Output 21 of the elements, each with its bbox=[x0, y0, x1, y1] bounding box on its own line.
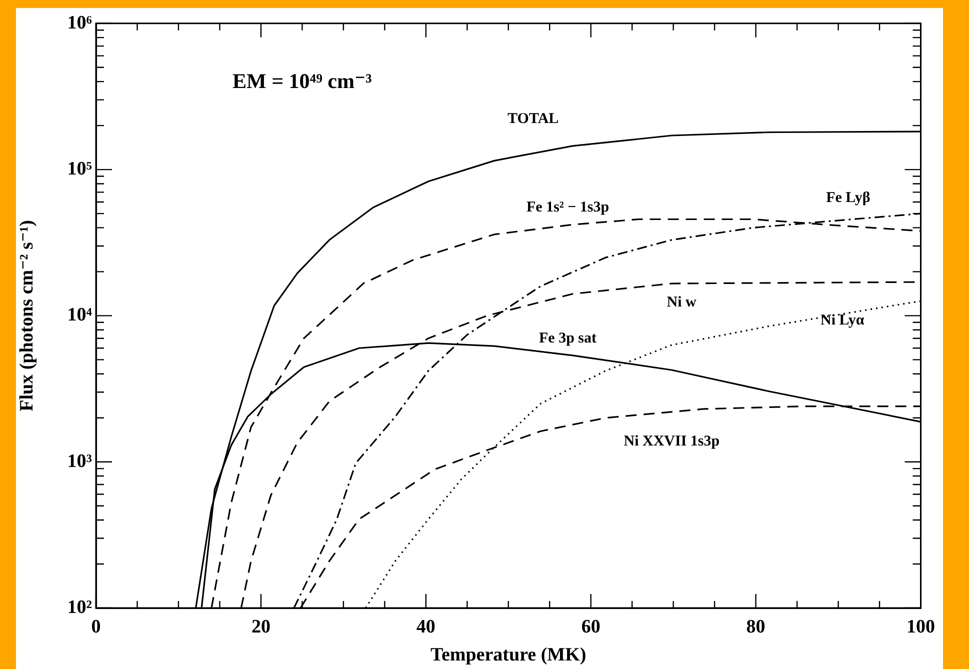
x-tick-label: 100 bbox=[906, 616, 935, 638]
y-axis-title: Flux (photons cm⁻² s⁻¹) bbox=[16, 220, 38, 412]
series-label: Fe 3p sat bbox=[539, 330, 597, 346]
series-label: Fe Lyβ bbox=[826, 190, 870, 206]
x-tick-label: 20 bbox=[251, 616, 270, 638]
x-tick-label: 60 bbox=[581, 616, 600, 638]
x-tick-label: 80 bbox=[746, 616, 766, 638]
y-tick-label: 10³ bbox=[67, 450, 92, 472]
series-label: Ni Lyα bbox=[820, 312, 865, 328]
series-label: Ni XXVII 1s3p bbox=[624, 433, 720, 450]
x-tick-label: 0 bbox=[91, 616, 101, 638]
series-label: Ni w bbox=[666, 294, 697, 311]
x-tick-label: 40 bbox=[416, 616, 436, 638]
series-label: TOTAL bbox=[508, 111, 559, 128]
series-label: Fe 1s² − 1s3p bbox=[526, 199, 610, 216]
y-tick-label: 10⁶ bbox=[67, 12, 92, 34]
y-tick-label: 10⁵ bbox=[67, 158, 92, 180]
y-tick-label: 10² bbox=[67, 596, 92, 618]
annotation: EM = 10⁴⁹ cm⁻³ bbox=[232, 68, 372, 93]
x-axis-title: Temperature (MK) bbox=[430, 644, 586, 666]
y-tick-label: 10⁴ bbox=[67, 304, 92, 326]
